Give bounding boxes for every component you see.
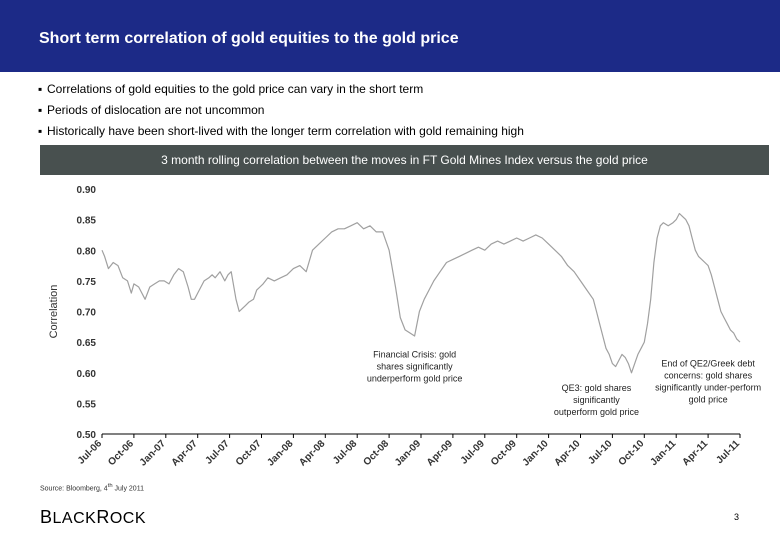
bullet-item: ▪ Periods of dislocation are not uncommon bbox=[38, 103, 524, 124]
bullet-item: ▪ Historically have been short-lived with… bbox=[38, 124, 524, 145]
source-prefix: Source: Bloomberg, 4 bbox=[40, 485, 108, 493]
annotation-line: significantly bbox=[573, 395, 620, 405]
correlation-series-line bbox=[101, 212, 741, 374]
x-tick-label: Apr-10 bbox=[552, 438, 582, 468]
chart-title: 3 month rolling correlation between the … bbox=[161, 153, 648, 167]
bullet-text: Periods of dislocation are not uncommon bbox=[47, 103, 265, 117]
source-suffix: July 2011 bbox=[112, 485, 144, 493]
bullet-text: Correlations of gold equities to the gol… bbox=[47, 82, 424, 96]
slide-title: Short term correlation of gold equities … bbox=[39, 30, 459, 47]
annotation-line: shares significantly bbox=[377, 361, 454, 371]
annotation-line: concerns: gold shares bbox=[664, 371, 753, 381]
y-tick-label: 0.90 bbox=[77, 185, 97, 196]
x-tick-label: Jan-07 bbox=[138, 438, 168, 468]
header-bar: Short term correlation of gold equities … bbox=[0, 0, 780, 72]
correlation-chart: 0.90 0.85 0.80 0.75 0.70 0.65 0.60 0.55 0.50 Corr… bbox=[48, 185, 761, 469]
annotation-line: outperform gold price bbox=[554, 407, 639, 417]
y-tick-label: 0.75 bbox=[77, 277, 97, 288]
y-axis-label: Correlation bbox=[48, 285, 60, 339]
x-tick-label: Oct-07 bbox=[234, 438, 264, 468]
logo-letter-r: R bbox=[96, 507, 110, 527]
x-tick-label: Oct-06 bbox=[106, 438, 136, 468]
x-tick-label: Jan-11 bbox=[649, 438, 679, 468]
annotation-line: QE3: gold shares bbox=[562, 383, 632, 393]
x-tick-label: Oct-09 bbox=[489, 438, 519, 468]
logo-part-ock: OCK bbox=[109, 510, 146, 527]
x-tick-label: Apr-09 bbox=[425, 438, 455, 468]
x-tick-label: Jul-09 bbox=[459, 438, 488, 467]
bullet-symbol: ▪ bbox=[38, 82, 43, 96]
annotation-line: significantly under-perform bbox=[655, 383, 761, 393]
page-number: 3 bbox=[734, 512, 740, 522]
annotation-line: Financial Crisis: gold bbox=[373, 349, 456, 359]
source-sup: th bbox=[107, 483, 113, 489]
x-tick-label: Jul-08 bbox=[331, 438, 360, 467]
blackrock-logo: BLACKROCK bbox=[40, 507, 146, 528]
y-tick-label: 0.65 bbox=[77, 338, 97, 349]
bullet-list: ▪ Correlations of gold equities to the go… bbox=[38, 82, 524, 145]
y-tick-label: 0.50 bbox=[77, 430, 97, 441]
x-tick-label: Jul-11 bbox=[714, 438, 742, 466]
y-tick-label: 0.60 bbox=[77, 369, 97, 380]
logo-part-lack: LACK bbox=[52, 510, 97, 527]
chart-title-bar: 3 month rolling correlation between the … bbox=[40, 145, 769, 175]
x-tick-label: Apr-07 bbox=[170, 438, 200, 468]
source-note: Source: Bloomberg, 4th July 2011 bbox=[40, 483, 144, 492]
x-tick-label: Jul-10 bbox=[586, 438, 615, 467]
x-tick-label: Jan-08 bbox=[265, 438, 295, 468]
x-tick-label: Apr-11 bbox=[680, 438, 710, 468]
logo-letter-b: B bbox=[40, 507, 53, 527]
annotation-qe3: QE3: gold shares significantly outperform … bbox=[554, 383, 639, 417]
x-tick-label: Jul-07 bbox=[204, 438, 233, 467]
annotation-line: End of QE2/Greek debt bbox=[661, 359, 755, 369]
annotation-financial-crisis: Financial Crisis: gold shares significant… bbox=[367, 349, 463, 383]
annotation-line: underperform gold price bbox=[367, 373, 463, 383]
x-tick-label: Oct-10 bbox=[617, 438, 647, 468]
y-tick-label: 0.55 bbox=[77, 399, 97, 410]
x-tick-label: Jan-09 bbox=[393, 438, 423, 468]
annotation-qe2-greek: End of QE2/Greek debt concerns: gold shar… bbox=[655, 359, 761, 405]
y-tick-label: 0.70 bbox=[77, 308, 97, 319]
annotation-line: gold price bbox=[689, 395, 728, 405]
x-tick-label: Oct-08 bbox=[361, 438, 391, 468]
bullet-symbol: ▪ bbox=[38, 124, 43, 138]
x-tick-label: Jan-10 bbox=[521, 438, 551, 468]
bullet-text: Historically have been short-lived with … bbox=[47, 124, 524, 138]
x-tick-label: Apr-08 bbox=[297, 438, 327, 468]
y-tick-label: 0.80 bbox=[77, 246, 97, 257]
bullet-symbol: ▪ bbox=[38, 103, 43, 117]
y-tick-label: 0.85 bbox=[77, 216, 97, 227]
bullet-item: ▪ Correlations of gold equities to the go… bbox=[38, 82, 524, 103]
x-tick-label: Jul-06 bbox=[76, 438, 105, 467]
